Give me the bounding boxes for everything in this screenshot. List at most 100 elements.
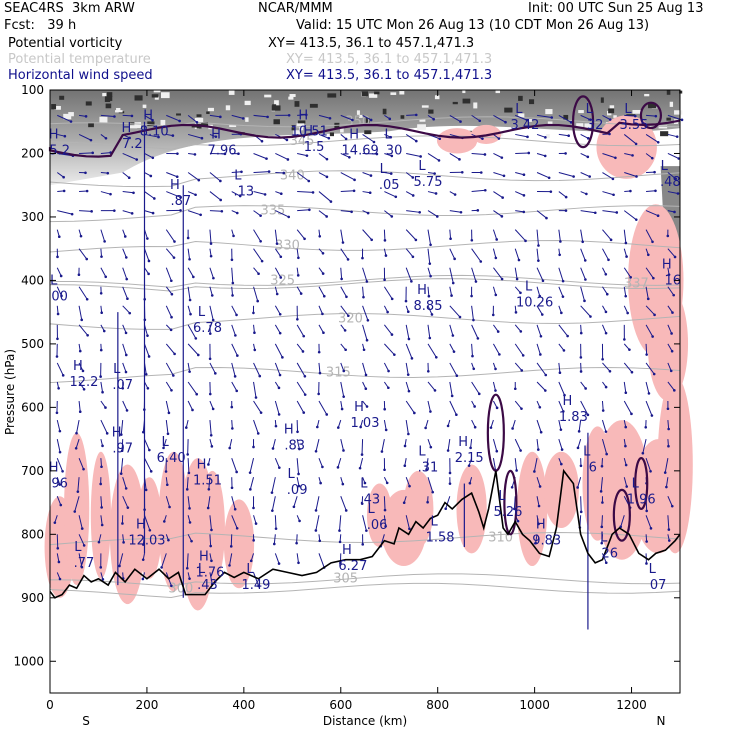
wind-vector-head: [187, 471, 191, 475]
wind-vector-head: [296, 430, 299, 434]
wind-vector-head: [104, 136, 108, 140]
wind-vector: [122, 324, 127, 334]
wind-vector: [100, 496, 103, 508]
wind-vector-head: [338, 529, 341, 532]
wind-vector-head: [317, 392, 320, 396]
wind-vector-head: [106, 171, 110, 175]
wind-vector-head: [80, 527, 84, 530]
wind-vector-head: [296, 274, 300, 277]
wind-vector-head: [141, 558, 145, 561]
wind-vector: [315, 496, 320, 511]
wind-vector-head: [267, 170, 271, 173]
wind-vector: [271, 496, 276, 511]
wind-vector-head: [624, 444, 627, 448]
wind-vector: [274, 343, 283, 358]
wind-vector: [558, 172, 574, 178]
wind-vector: [79, 210, 92, 212]
wind-vector: [449, 286, 453, 296]
extremum-value: 5.75: [414, 175, 443, 190]
wind-vector-head: [470, 238, 474, 242]
wind-vector-head: [414, 113, 418, 117]
wind-vector: [187, 400, 193, 411]
wind-vector: [209, 172, 221, 182]
stratosphere-speckle: [294, 101, 300, 107]
wind-vector-head: [151, 156, 155, 160]
stratosphere-speckle: [128, 125, 138, 129]
wind-vector-head: [59, 503, 63, 507]
wind-vector: [449, 305, 461, 318]
wind-vector-head: [437, 159, 441, 162]
wind-vector: [229, 553, 233, 566]
stratosphere-speckle: [578, 110, 584, 114]
wind-vector: [513, 496, 516, 509]
wind-vector-head: [210, 559, 213, 563]
wind-vector-head: [579, 370, 583, 373]
wind-vector-head: [196, 353, 200, 357]
wind-vector-head: [188, 370, 191, 373]
stratosphere-speckle: [88, 122, 94, 128]
wind-vector-head: [194, 193, 197, 197]
wind-vector-head: [385, 481, 389, 485]
wind-vector-layer: [53, 113, 684, 630]
stratosphere-speckle: [358, 114, 363, 118]
wind-vector: [337, 458, 342, 468]
pv-fill-region: [403, 470, 434, 548]
wind-vector-head: [344, 509, 348, 512]
stratosphere-speckle: [434, 95, 440, 100]
wind-vector-head: [146, 334, 149, 337]
valid-label: Valid: 15 UTC Mon 26 Aug 13 (10 CDT Mon …: [296, 18, 650, 33]
wind-vector: [471, 114, 481, 122]
stratosphere-speckle: [151, 94, 159, 98]
extremum-kind: L: [198, 305, 206, 320]
wind-vector-head: [147, 272, 150, 276]
wind-vector-head: [360, 453, 364, 456]
wind-vector-head: [654, 189, 657, 193]
wind-vector-head: [318, 539, 322, 543]
extremum-value: .48: [660, 175, 681, 190]
wind-vector-head: [500, 156, 504, 159]
wind-vector-head: [667, 444, 670, 448]
wind-vector-head: [389, 135, 392, 139]
stratosphere-speckle: [495, 90, 501, 94]
wind-vector-head: [500, 215, 504, 218]
pv-fill-region: [657, 375, 693, 554]
wind-vector-head: [297, 256, 300, 260]
wind-vector-head: [314, 529, 318, 532]
stratosphere-speckle: [518, 95, 523, 101]
wind-vector: [318, 210, 327, 217]
wind-vector-head: [403, 464, 407, 468]
wind-vector-head: [249, 488, 252, 491]
pv-closed-contour: [612, 488, 631, 542]
wind-vector: [449, 343, 455, 352]
stratosphere-speckle: [546, 134, 550, 138]
wind-vector-head: [173, 240, 176, 243]
wind-vector: [209, 114, 221, 118]
wind-vector-head: [369, 118, 373, 122]
wind-vector: [274, 362, 281, 376]
wind-vector: [100, 381, 104, 393]
wind-vector: [405, 229, 417, 241]
wind-vector: [426, 458, 429, 470]
wind-vector: [514, 343, 524, 356]
wind-vector-head: [370, 238, 373, 242]
extremum-value: 3.42: [510, 118, 539, 133]
wind-vector-head: [185, 488, 189, 491]
terrain-layer: [49, 468, 681, 599]
wind-vector: [100, 400, 106, 408]
wind-vector: [57, 210, 73, 215]
extremum-kind: H: [354, 400, 364, 415]
wind-vector-head: [630, 370, 634, 374]
wind-vector-head: [604, 310, 608, 314]
wind-vector: [667, 343, 673, 352]
wind-vector-head: [519, 330, 523, 333]
extremum-kind: L: [418, 445, 426, 460]
wind-vector: [362, 305, 369, 321]
wind-vector: [231, 324, 236, 336]
wind-vector: [296, 477, 300, 487]
wind-vector: [340, 305, 349, 317]
wind-vector: [623, 477, 628, 487]
wind-vector-head: [190, 539, 193, 543]
wind-vector: [602, 114, 611, 121]
extremum-kind: L: [498, 489, 506, 504]
wind-vector-head: [260, 259, 264, 263]
